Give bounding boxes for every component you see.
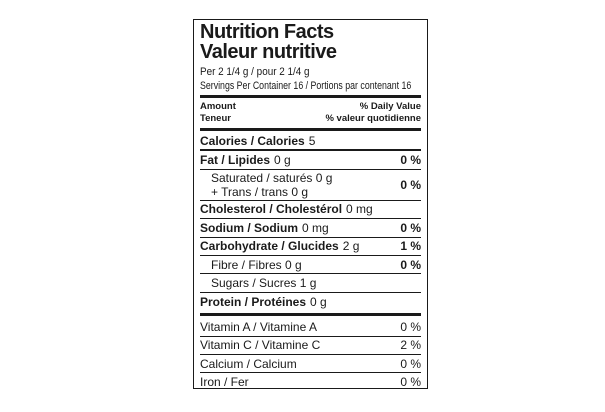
row-saturated-trans: Saturated / saturés 0 g + Trans / trans …: [200, 170, 421, 201]
daily-value-header: % Daily Value % valeur quotidienne: [325, 101, 421, 124]
label-title-fr: Valeur nutritive: [200, 41, 337, 63]
label-title-en: Nutrition Facts: [200, 21, 334, 43]
row-label: Carbohydrate / Glucides 2 g: [200, 239, 360, 254]
amount-header-en: Amount: [200, 101, 236, 112]
daily-value: 0 %: [400, 319, 421, 334]
row-iron: Iron / Fer 0 %: [200, 373, 421, 389]
row-calcium: Calcium / Calcium 0 %: [200, 355, 421, 374]
row-calories: Calories / Calories 5: [200, 133, 421, 152]
thick-separator-header: [200, 128, 421, 131]
amount-header: Amount Teneur: [200, 101, 236, 124]
row-vitamin-c: Vitamin C / Vitamine C 2 %: [200, 337, 421, 355]
nutrition-facts-label: Nutrition Facts Valeur nutritive Per 2 1…: [193, 19, 428, 389]
row-label: Cholesterol / Cholestérol 0 mg: [200, 202, 373, 217]
serving-size-line: Per 2 1/4 g / pour 2 1/4 g: [200, 66, 310, 78]
row-label: Fat / Lipides 0 g: [200, 153, 291, 168]
daily-value: 2 %: [400, 338, 421, 353]
daily-value-header-en: % Daily Value: [359, 101, 421, 112]
daily-value: 0 %: [400, 220, 421, 235]
row-sugars: Sugars / Sucres 1 g: [200, 274, 421, 293]
row-vitamin-a: Vitamin A / Vitamine A 0 %: [200, 318, 421, 337]
daily-value: 1 %: [400, 239, 421, 254]
row-label: Calcium / Calcium: [200, 356, 297, 371]
row-fat: Fat / Lipides 0 g 0 %: [200, 151, 421, 170]
row-protein: Protein / Protéines 0 g: [200, 293, 421, 311]
row-label: Sodium / Sodium 0 mg: [200, 220, 329, 235]
row-cholesterol: Cholesterol / Cholestérol 0 mg: [200, 201, 421, 220]
daily-value: 0 %: [400, 257, 421, 272]
row-label: Fibre / Fibres 0 g: [211, 257, 302, 272]
row-sodium: Sodium / Sodium 0 mg 0 %: [200, 219, 421, 238]
row-label: Protein / Protéines 0 g: [200, 294, 327, 309]
row-label: Vitamin A / Vitamine A: [200, 319, 317, 334]
row-carbohydrate: Carbohydrate / Glucides 2 g 1 %: [200, 238, 421, 256]
column-header: Amount Teneur % Daily Value % valeur quo…: [200, 100, 421, 126]
daily-value: 0 %: [400, 375, 421, 389]
daily-value: 0 %: [400, 177, 421, 192]
thick-separator-top: [200, 95, 421, 98]
servings-per-container-line: Servings Per Container 16 / Portions par…: [200, 80, 412, 92]
daily-value: 0 %: [400, 356, 421, 371]
row-label: Saturated / saturés 0 g + Trans / trans …: [211, 170, 333, 199]
row-fibre: Fibre / Fibres 0 g 0 %: [200, 256, 421, 275]
row-label: Iron / Fer: [200, 375, 249, 389]
row-label: Calories / Calories 5: [200, 134, 316, 149]
row-label: Vitamin C / Vitamine C: [200, 338, 321, 353]
thick-separator-protein: [200, 313, 421, 317]
daily-value: 0 %: [400, 153, 421, 168]
daily-value-header-fr: % valeur quotidienne: [325, 112, 421, 124]
amount-header-fr: Teneur: [200, 112, 231, 124]
row-label: Sugars / Sucres 1 g: [211, 276, 317, 291]
